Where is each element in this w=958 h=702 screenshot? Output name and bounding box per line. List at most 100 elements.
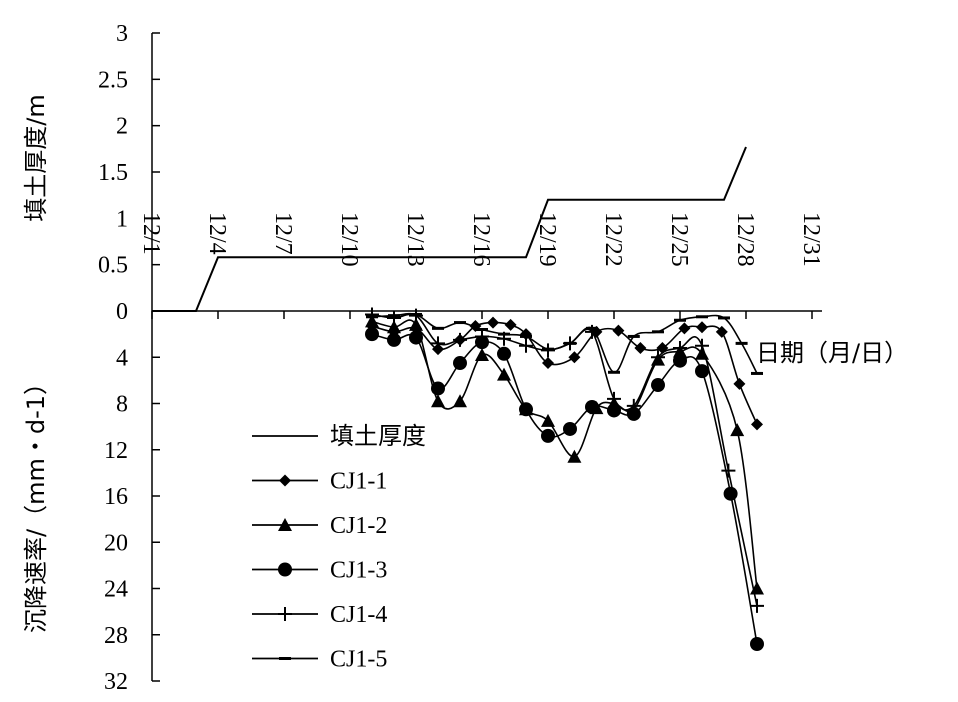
bottom-y-tick-label: 12 (104, 438, 128, 464)
legend-marker (278, 607, 292, 621)
series-cj1-3 (365, 327, 764, 651)
top-y-tick-label: 1 (116, 206, 128, 232)
data-point-cj1-1 (542, 357, 554, 370)
data-point-cj1-4 (453, 332, 467, 347)
top-y-axis-label: 填土厚度/m (22, 94, 50, 221)
data-point-cj1-1 (504, 318, 517, 331)
data-point-cj1-2 (497, 367, 511, 381)
data-point-cj1-3 (497, 346, 511, 361)
data-point-cj1-3 (585, 399, 599, 414)
data-point-cj1-1 (634, 342, 647, 354)
x-tick-label: 12/4 (204, 212, 230, 255)
bottom-y-tick-label: 16 (104, 484, 128, 510)
legend-label: CJ1-1 (330, 469, 387, 495)
bottom-y-tick-label: 32 (104, 669, 128, 695)
top-y-tick-label: 1.5 (98, 160, 128, 186)
series-line-cj1-2 (371, 319, 758, 589)
x-tick-label: 12/25 (666, 212, 692, 267)
series-line-fill-thickness (152, 146, 747, 312)
data-point-cj1-4 (695, 338, 709, 353)
series-cj1-5 (366, 312, 763, 375)
data-point-cj1-2 (730, 423, 745, 437)
data-point-cj1-3 (626, 406, 641, 421)
data-point-cj1-4 (673, 341, 687, 355)
data-point-cj1-1 (612, 324, 625, 337)
bottom-y-tick-label: 8 (116, 392, 128, 418)
data-point-cj1-3 (723, 486, 738, 501)
data-point-cj1-3 (541, 428, 555, 443)
data-point-cj1-4 (519, 338, 533, 353)
x-tick-label: 12/7 (270, 212, 296, 255)
x-tick-label: 12/31 (798, 212, 824, 267)
data-point-cj1-4 (387, 310, 401, 325)
x-tick-label: 12/19 (534, 212, 560, 267)
legend-label: CJ1-4 (330, 602, 387, 628)
legend: 填土厚度 CJ1-1 CJ1-2 CJ1-3 CJ1-4 CJ1-5 (252, 423, 426, 673)
bottom-y-tick-label: 0 (116, 299, 128, 325)
series-layer (152, 146, 764, 651)
top-y-tick-label: 3 (116, 21, 128, 47)
legend-label: CJ1-2 (330, 513, 387, 539)
data-point-cj1-3 (453, 356, 467, 371)
data-point-cj1-3 (673, 353, 687, 368)
data-point-cj1-3 (431, 381, 445, 396)
data-point-cj1-2 (541, 413, 555, 427)
bottom-y-tick-label: 24 (104, 577, 128, 603)
bottom-y-tick-label: 28 (104, 623, 128, 649)
series-line-cj1-3 (371, 333, 758, 645)
labels-layer: 填土厚度/m 沉降速率/（mm・d-1） 日期（月/日） (22, 94, 908, 633)
data-point-cj1-3 (409, 330, 423, 345)
data-point-cj1-2 (567, 449, 582, 463)
data-point-cj1-4 (607, 391, 621, 406)
x-tick-label: 12/22 (600, 212, 626, 267)
bottom-y-tick-label: 4 (116, 345, 128, 371)
data-point-cj1-4 (651, 350, 665, 365)
data-point-cj1-4 (431, 336, 445, 351)
x-tick-label: 12/13 (402, 212, 428, 267)
top-y-tick-label: 2.5 (98, 67, 128, 93)
data-point-cj1-2 (409, 317, 423, 331)
x-tick-label: 12/1 (138, 212, 164, 255)
data-point-cj1-4 (750, 598, 764, 613)
data-point-cj1-2 (475, 347, 489, 361)
legend-marker (278, 518, 292, 531)
data-point-cj1-3 (519, 402, 533, 417)
data-point-cj1-3 (651, 378, 665, 392)
data-point-cj1-3 (387, 332, 401, 347)
data-point-cj1-3 (750, 637, 764, 651)
bottom-y-tick-label: 20 (104, 530, 128, 556)
data-point-cj1-1 (696, 321, 708, 334)
axes-layer: 0.5 1 1.5 2 2.5 3 0 4 8 12 16 20 24 28 32 12/1 12/4 12/7 1… (98, 21, 824, 695)
top-y-tick-label: 2 (116, 114, 128, 140)
data-point-cj1-4 (365, 307, 379, 322)
data-point-cj1-4 (721, 463, 736, 478)
data-point-cj1-3 (695, 364, 709, 379)
data-point-cj1-3 (563, 421, 577, 436)
data-point-cj1-3 (607, 403, 621, 418)
data-point-cj1-4 (475, 329, 489, 344)
data-point-cj1-1 (733, 377, 746, 390)
data-point-cj1-1 (487, 316, 499, 329)
x-axis-label: 日期（月/日） (756, 339, 908, 367)
data-point-cj1-1 (715, 325, 728, 338)
bottom-y-axis-label: 沉降速率/（mm・d-1） (22, 371, 50, 633)
data-point-cj1-2 (431, 394, 445, 408)
legend-marker (279, 474, 291, 487)
data-point-cj1-2 (453, 394, 467, 408)
legend-marker (278, 562, 292, 577)
top-y-tick-label: 0.5 (98, 253, 128, 279)
data-point-cj1-3 (365, 327, 379, 342)
data-point-cj1-1 (568, 351, 581, 364)
legend-label: CJ1-3 (330, 558, 387, 584)
legend-label: 填土厚度 (330, 423, 426, 450)
data-point-cj1-2 (387, 320, 401, 334)
data-point-cj1-1 (751, 418, 763, 431)
legend-label: CJ1-5 (330, 647, 387, 673)
x-tick-label: 12/10 (336, 212, 362, 267)
x-tick-label: 12/28 (732, 212, 758, 267)
data-point-cj1-4 (626, 398, 641, 413)
x-tick-label: 12/16 (468, 212, 494, 267)
data-point-cj1-1 (678, 322, 691, 335)
